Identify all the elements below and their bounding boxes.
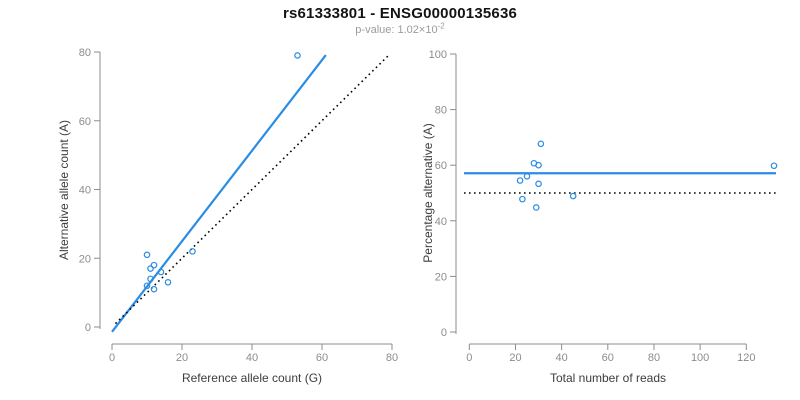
x-tick-label: 80 (386, 352, 398, 364)
x-axis-title: Total number of reads (550, 371, 666, 385)
x-axis-title: Reference allele count (G) (182, 371, 322, 385)
data-point (523, 173, 531, 180)
x-tick-label: 20 (509, 352, 521, 364)
data-point (189, 248, 196, 255)
data-point (143, 282, 151, 290)
x-tick-label: 20 (176, 352, 188, 364)
y-tick-label: 40 (79, 185, 91, 197)
data-points (143, 52, 301, 293)
data-points (516, 140, 778, 211)
x-tick-label: 80 (648, 352, 660, 364)
data-point (569, 192, 577, 200)
y-tick-label: 0 (441, 327, 447, 339)
x-tick-label: 100 (691, 352, 709, 364)
y-tick-label: 20 (435, 271, 447, 283)
pvalue-exponent: -2 (437, 21, 445, 31)
data-point (770, 162, 778, 170)
data-point (535, 180, 542, 188)
x-tick-label: 60 (316, 352, 328, 364)
panel-left: 0 20 40 60 80 0 20 40 60 80 Reference allele count… (57, 47, 398, 385)
x-tick-label: 40 (556, 352, 568, 364)
pvalue-text: p-value: 1.02×10 (355, 24, 438, 36)
data-point (143, 251, 151, 259)
data-point (537, 140, 545, 148)
data-point (294, 52, 301, 59)
data-point (164, 279, 172, 286)
panel-right: 0 20 40 60 80 100 0 20 40 60 80 100 120 Total number … (421, 49, 778, 385)
y-tick-label: 0 (85, 322, 91, 334)
y-tick-label: 60 (435, 160, 447, 172)
data-point (150, 261, 158, 269)
figure-subtitle: p-value: 1.02×10-2 (0, 21, 800, 36)
x-tick-label: 60 (602, 352, 614, 364)
data-point (150, 285, 158, 293)
data-point (516, 177, 524, 184)
figure-title: rs61333801 - ENSG00000135636 (282, 5, 518, 22)
y-tick-label: 80 (435, 105, 447, 117)
data-point (147, 265, 154, 272)
identity-line (114, 54, 390, 325)
fit-line (111, 54, 327, 333)
x-tick-label: 40 (246, 352, 258, 364)
y-tick-label: 60 (79, 116, 91, 128)
y-tick-label: 100 (429, 49, 447, 61)
x-tick-label: 0 (109, 352, 115, 364)
x-tick-label: 0 (466, 352, 472, 364)
data-point (535, 161, 542, 169)
y-tick-label: 40 (435, 216, 447, 228)
y-axis-title: Percentage alternative (A) (421, 123, 435, 262)
data-point (157, 268, 165, 276)
y-axis-title: Alternative allele count (A) (57, 120, 71, 260)
y-tick-label: 20 (79, 253, 91, 265)
data-point (532, 204, 540, 211)
y-tick-label: 80 (79, 47, 91, 59)
x-tick-label: 120 (737, 352, 755, 364)
data-point (519, 195, 526, 203)
data-point (147, 275, 154, 283)
